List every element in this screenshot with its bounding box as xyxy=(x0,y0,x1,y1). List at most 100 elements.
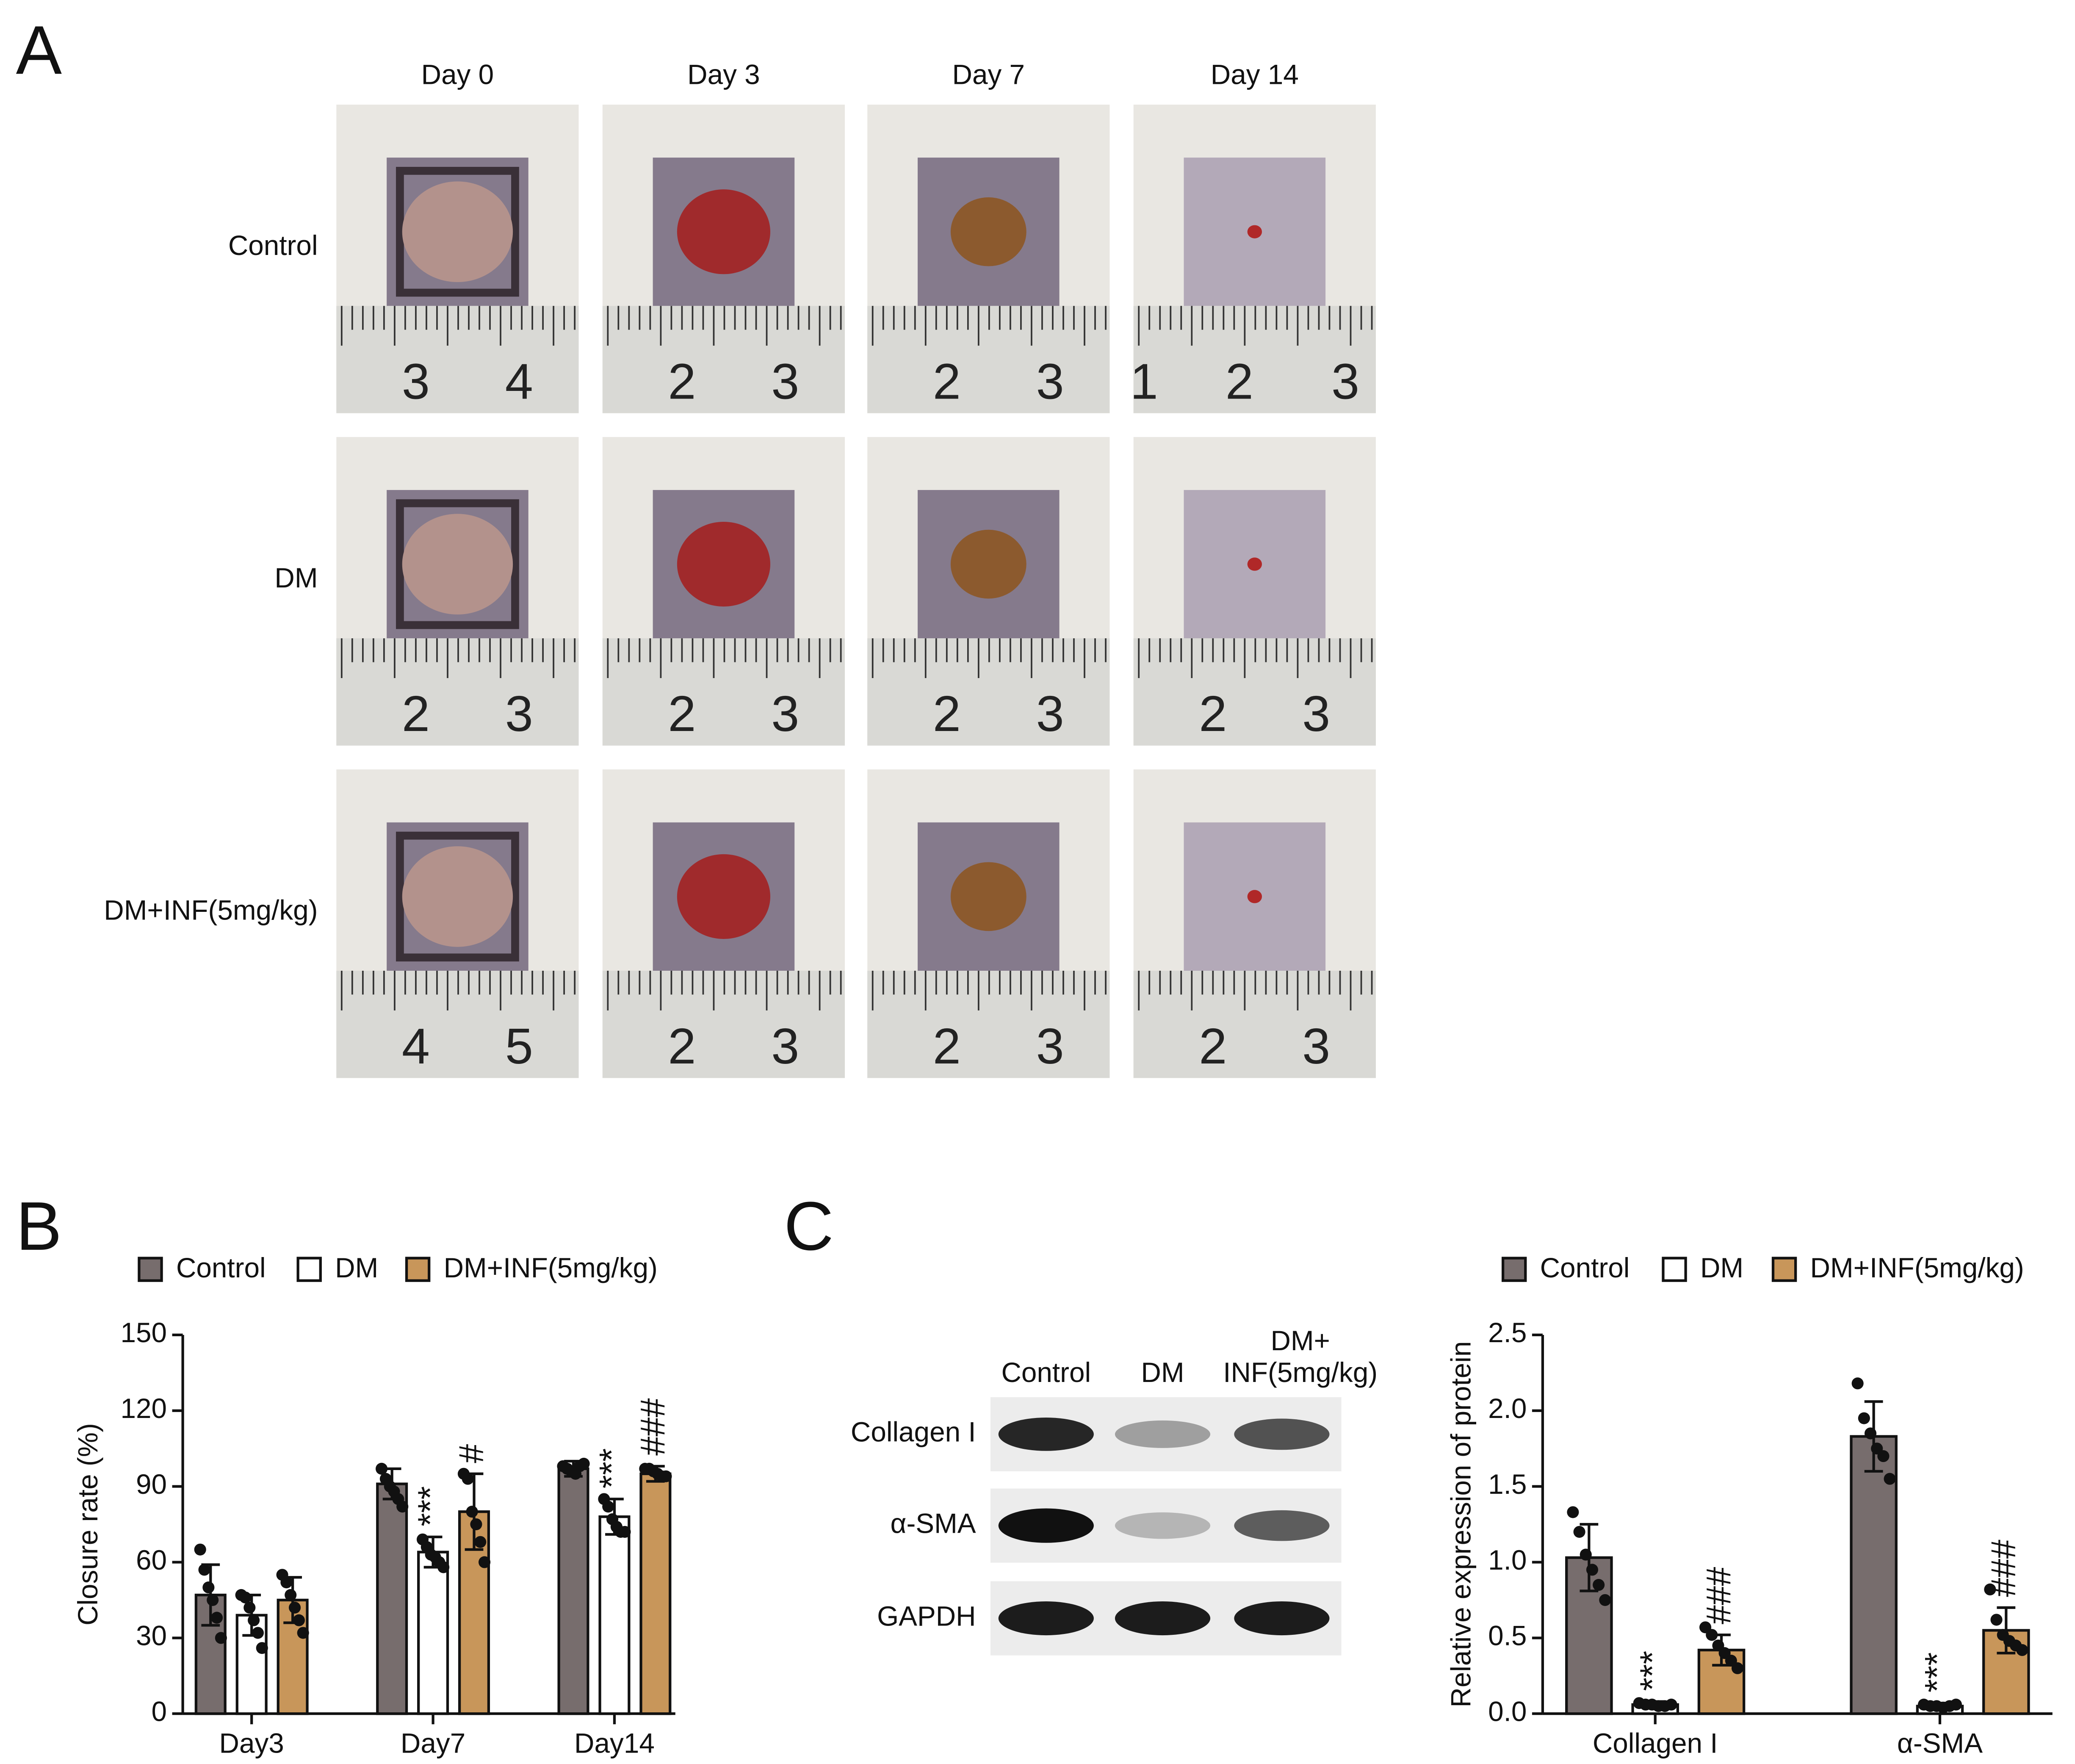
y-tick-label: 0 xyxy=(152,1696,167,1727)
data-point xyxy=(243,1601,256,1614)
significance-label: *** xyxy=(592,1448,631,1488)
ruler-number: 2 xyxy=(668,353,696,410)
blot-band xyxy=(998,1601,1094,1636)
y-tick-label: 0.5 xyxy=(1488,1620,1527,1651)
data-point xyxy=(202,1581,215,1594)
data-point xyxy=(376,1462,388,1475)
blot-column-label: DM xyxy=(1141,1357,1184,1388)
data-point xyxy=(1573,1526,1585,1538)
ruler-number: 3 xyxy=(1302,686,1330,742)
data-point xyxy=(1665,1698,1677,1711)
legend-label: Control xyxy=(1540,1252,1630,1283)
blot-band xyxy=(1115,1420,1211,1448)
x-tick-label: Day7 xyxy=(401,1728,465,1759)
wound xyxy=(677,189,770,274)
ruler-number: 5 xyxy=(505,1018,533,1074)
wound-photo: 1 2 3 xyxy=(1130,105,1376,413)
blot-band xyxy=(998,1418,1094,1451)
data-point xyxy=(437,1561,450,1573)
y-tick-label: 120 xyxy=(121,1393,167,1424)
legend-label: DM xyxy=(335,1252,378,1283)
data-point xyxy=(619,1526,631,1538)
data-point xyxy=(466,1506,478,1518)
row-label: DM+INF(5mg/kg) xyxy=(104,895,318,926)
wound xyxy=(402,514,513,615)
data-point xyxy=(602,1501,614,1513)
ruler-number: 2 xyxy=(933,1018,961,1074)
x-tick-label: Day3 xyxy=(219,1728,284,1759)
bar xyxy=(598,1515,631,1715)
data-point xyxy=(215,1632,227,1644)
marker-square xyxy=(396,166,519,297)
panel-label: B xyxy=(16,1188,62,1265)
wound xyxy=(677,521,770,607)
y-tick-label: 90 xyxy=(136,1469,167,1500)
blot-band xyxy=(1234,1510,1330,1541)
column-label: Day 3 xyxy=(687,59,760,90)
legend-swatch xyxy=(405,1257,431,1282)
ruler-number: 3 xyxy=(1331,353,1359,410)
wound xyxy=(950,197,1026,266)
significance-label: ### xyxy=(634,1398,672,1456)
ruler-number: 2 xyxy=(402,686,430,742)
legend-label: DM+INF(5mg/kg) xyxy=(1810,1252,2024,1283)
legend-swatch xyxy=(1771,1257,1797,1282)
ruler-number: 3 xyxy=(1036,686,1064,742)
data-point xyxy=(462,1473,474,1485)
data-point xyxy=(1984,1583,1996,1595)
ruler-number: 3 xyxy=(771,1018,799,1074)
y-tick-label: 1.5 xyxy=(1488,1469,1527,1500)
data-point xyxy=(1950,1698,1962,1711)
data-point xyxy=(1864,1427,1877,1440)
blot-band xyxy=(1115,1601,1211,1636)
data-point xyxy=(1884,1473,1896,1485)
data-point xyxy=(1580,1548,1592,1561)
data-point xyxy=(474,1536,487,1548)
blot-band xyxy=(1115,1512,1211,1539)
ruler-number: 4 xyxy=(505,353,533,410)
ruler-number: 2 xyxy=(1226,353,1253,410)
data-point xyxy=(396,1501,409,1513)
y-tick-label: 0.0 xyxy=(1488,1696,1527,1727)
column-label: Day 7 xyxy=(952,59,1025,90)
bar xyxy=(639,1472,672,1715)
legend-label: DM+INF(5mg/kg) xyxy=(444,1252,658,1283)
ruler-number: 3 xyxy=(402,353,430,410)
ruler-number: 2 xyxy=(933,686,961,742)
wound xyxy=(1247,557,1262,571)
marker-square xyxy=(396,499,519,629)
blot-row-label: Collagen I xyxy=(851,1417,976,1448)
wound xyxy=(677,854,770,939)
data-point xyxy=(1706,1629,1718,1641)
data-point xyxy=(285,1589,297,1601)
data-point xyxy=(252,1627,264,1639)
significance-label: *** xyxy=(411,1486,450,1526)
wound xyxy=(950,529,1026,599)
panel-label: A xyxy=(16,12,62,89)
legend-swatch xyxy=(1662,1257,1687,1282)
data-point xyxy=(2016,1644,2028,1656)
y-tick-label: 30 xyxy=(136,1620,167,1651)
blot-band xyxy=(1234,1601,1330,1636)
significance-label: *** xyxy=(1633,1651,1672,1691)
data-point xyxy=(1851,1377,1864,1390)
data-point xyxy=(194,1543,206,1556)
ruler-number: 2 xyxy=(668,686,696,742)
ruler-number: 3 xyxy=(771,353,799,410)
data-point xyxy=(1858,1412,1870,1424)
x-tick-label: α-SMA xyxy=(1897,1728,1983,1759)
legend-label: DM xyxy=(1700,1252,1743,1283)
y-axis-label: Closure rate (%) xyxy=(72,1423,103,1626)
data-point xyxy=(1990,1614,2003,1626)
significance-label: ### xyxy=(1984,1540,2023,1597)
bar xyxy=(557,1467,589,1715)
bar xyxy=(417,1551,449,1715)
panel-label: C xyxy=(784,1188,833,1265)
data-point xyxy=(479,1556,491,1568)
y-tick-label: 1.0 xyxy=(1488,1545,1527,1576)
